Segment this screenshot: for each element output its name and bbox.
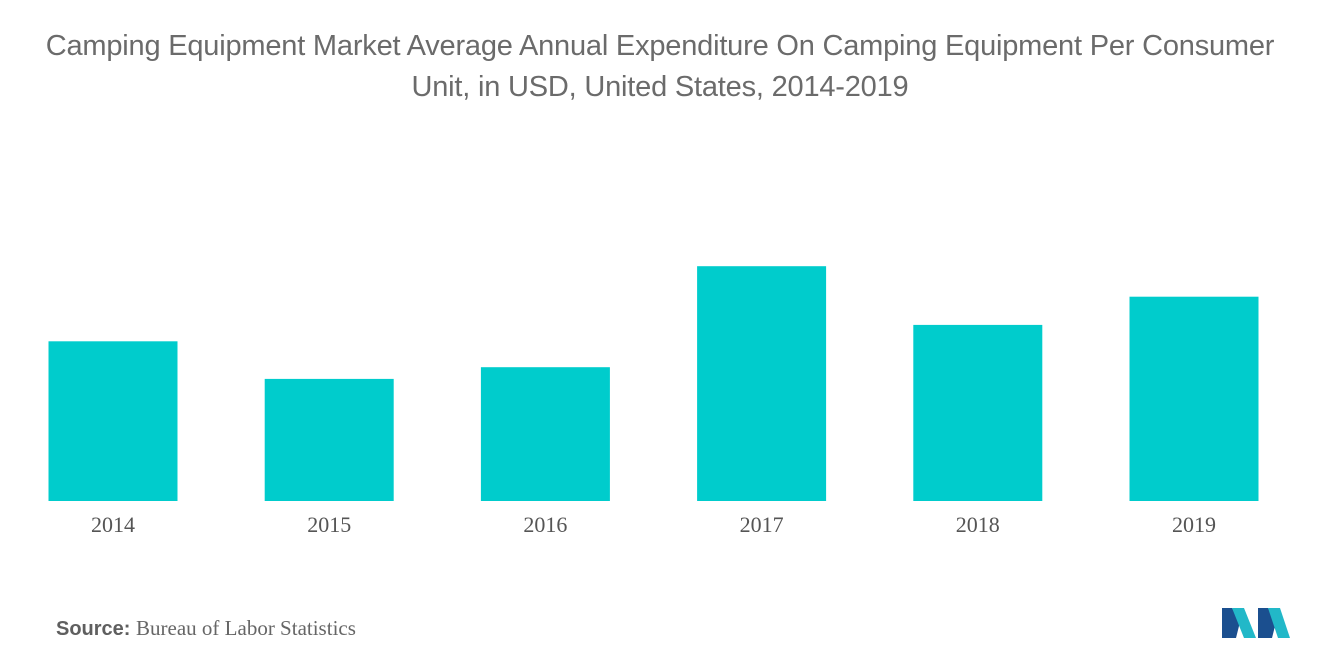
source-label: Source:: [56, 618, 131, 640]
source-value: Bureau of Labor Statistics: [136, 616, 356, 640]
x-tick-label-2019: 2019: [1172, 512, 1216, 537]
chart-title: Camping Equipment Market Average Annual …: [45, 30, 1275, 103]
source-note: Source: Bureau of Labor Statistics: [56, 616, 356, 641]
x-tick-label-2016: 2016: [523, 512, 567, 537]
bar-2015: [264, 378, 394, 501]
x-tick-label-2017: 2017: [740, 512, 784, 537]
bar-chart: 2014 2015 2016 2017 2018 2019: [48, 266, 1259, 537]
bar-2019: [1129, 296, 1259, 501]
x-tick-label-2015: 2015: [307, 512, 351, 537]
bar-2016: [480, 367, 610, 501]
bar-2017: [697, 266, 827, 501]
x-tick-label-2018: 2018: [956, 512, 1000, 537]
mordor-intelligence-logo-icon: [1222, 608, 1290, 638]
x-tick-label-2014: 2014: [91, 512, 135, 537]
bar-2018: [913, 324, 1043, 501]
bar-2014: [48, 341, 178, 501]
